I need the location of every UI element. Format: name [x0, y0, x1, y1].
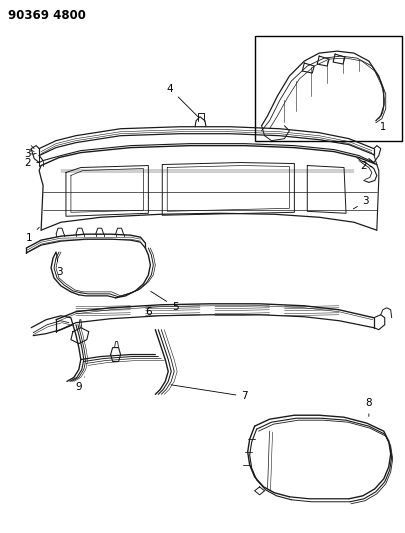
Text: 1: 1 — [26, 227, 39, 243]
Text: 3: 3 — [55, 253, 62, 277]
Text: 3: 3 — [352, 196, 368, 209]
Text: 7: 7 — [171, 385, 247, 401]
Text: 8: 8 — [364, 398, 371, 416]
Text: 9: 9 — [75, 377, 84, 392]
Text: 2: 2 — [360, 160, 371, 171]
Text: 3: 3 — [24, 149, 36, 159]
Text: 4: 4 — [166, 84, 198, 117]
Text: 1: 1 — [379, 122, 385, 132]
Text: 90369 4800: 90369 4800 — [9, 9, 86, 22]
Text: 6: 6 — [145, 307, 151, 317]
Text: 5: 5 — [150, 292, 178, 312]
Text: 2: 2 — [24, 158, 39, 167]
Bar — [254, 36, 401, 141]
